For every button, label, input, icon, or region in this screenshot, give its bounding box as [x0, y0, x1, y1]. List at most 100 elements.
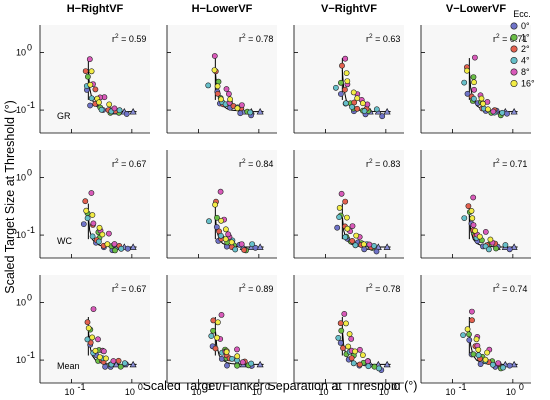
data-point: [214, 214, 220, 221]
row-label: Mean: [57, 361, 80, 371]
y-tick-label: 10: [16, 105, 26, 115]
data-point: [337, 320, 344, 327]
data-point: [104, 241, 111, 248]
panel: 10 -1 10 0r2 = 0.89: [166, 275, 277, 397]
data-point: [225, 231, 232, 238]
threshold-marker: [129, 108, 137, 115]
legend-swatch: [510, 45, 518, 53]
r2-annotation: r2 = 0.89: [239, 283, 273, 294]
fit-curve: [214, 328, 264, 365]
legend: Ecc. 0° 1°2° 4°8° 16°: [510, 9, 535, 89]
data-point: [98, 106, 105, 113]
data-point: [234, 362, 240, 369]
data-point: [464, 90, 471, 97]
legend-swatch: [510, 33, 518, 41]
data-point: [470, 194, 477, 201]
r2-value: = 0.89: [246, 284, 274, 294]
data-point: [338, 327, 345, 334]
data-point: [477, 361, 484, 367]
r2-annotation: r2 = 0.71: [493, 158, 527, 169]
data-point: [110, 358, 117, 364]
data-point: [464, 326, 471, 333]
r2-value: = 0.78: [246, 34, 274, 44]
data-point: [344, 78, 351, 84]
r2-superscript: 2: [242, 283, 246, 290]
data-point: [475, 346, 482, 353]
data-point: [493, 245, 499, 252]
data-point: [348, 355, 355, 361]
data-point: [366, 241, 373, 248]
data-point: [90, 306, 97, 312]
data-point: [212, 345, 219, 352]
data-point: [115, 357, 122, 364]
data-point: [85, 73, 91, 80]
x-tick-label: 10: [379, 387, 389, 397]
data-point: [101, 348, 107, 355]
data-point: [88, 68, 95, 75]
data-point: [88, 190, 95, 196]
column-title: V−RightVF: [321, 3, 377, 15]
data-point: [229, 355, 235, 362]
data-point: [341, 310, 348, 317]
data-point: [218, 217, 224, 224]
r2-annotation: r2 = 0.63: [366, 33, 400, 44]
data-point: [470, 95, 477, 102]
data-point: [84, 215, 91, 222]
data-point: [89, 233, 96, 240]
r2-annotation: r2 = 0.78: [366, 283, 400, 294]
data-point: [365, 363, 372, 370]
data-point: [213, 224, 220, 230]
data-point: [500, 364, 506, 371]
y-tick-exponent: -1: [27, 100, 35, 110]
column-title: V−LowerVF: [446, 3, 506, 15]
r2-superscript: 2: [242, 33, 246, 40]
x-tick-label: 10: [319, 387, 329, 397]
data-point: [124, 245, 131, 252]
data-point: [211, 67, 218, 73]
panel: 10 -1 10 0r2 = 0.78: [293, 275, 404, 397]
data-point: [485, 246, 492, 253]
data-point: [475, 352, 482, 359]
data-point: [464, 67, 470, 74]
data-point: [232, 246, 239, 253]
x-tick-label: 10: [506, 387, 516, 397]
legend-label: 1°: [521, 33, 530, 43]
data-point: [83, 207, 90, 214]
x-tick-label: 10: [446, 387, 456, 397]
y-tick-exponent: 0: [27, 167, 32, 177]
data-point: [379, 113, 386, 120]
data-point: [123, 111, 130, 117]
r2-superscript: 2: [115, 33, 119, 40]
data-point: [504, 110, 510, 117]
y-axis-label: Scaled Target Size at Threshold (°): [3, 100, 17, 294]
data-point: [466, 337, 473, 343]
legend-label: 0°: [521, 21, 530, 31]
data-point: [87, 81, 94, 88]
data-point: [499, 109, 506, 116]
panel-background: [167, 25, 277, 133]
data-point: [339, 62, 345, 69]
data-point: [211, 53, 218, 59]
data-point: [85, 325, 92, 331]
legend-label: 16°: [521, 79, 535, 89]
data-point: [470, 74, 477, 80]
data-point: [485, 106, 491, 113]
column-title: H−RightVF: [67, 3, 124, 15]
r2-annotation: r2 = 0.59: [112, 33, 146, 44]
data-point: [82, 198, 89, 205]
data-point: [471, 54, 478, 61]
row-label: GR: [57, 111, 71, 121]
data-point: [482, 228, 489, 235]
data-point: [214, 83, 221, 90]
x-tick-exponent: 0: [392, 382, 397, 392]
data-point: [356, 361, 363, 368]
threshold-marker: [510, 108, 518, 115]
data-point: [252, 244, 259, 251]
legend-swatch: [510, 22, 518, 30]
data-point: [222, 236, 229, 242]
data-point: [238, 241, 245, 247]
data-point: [373, 248, 380, 255]
data-point: [88, 95, 95, 102]
data-point: [223, 86, 230, 92]
threshold-marker: [383, 360, 391, 368]
